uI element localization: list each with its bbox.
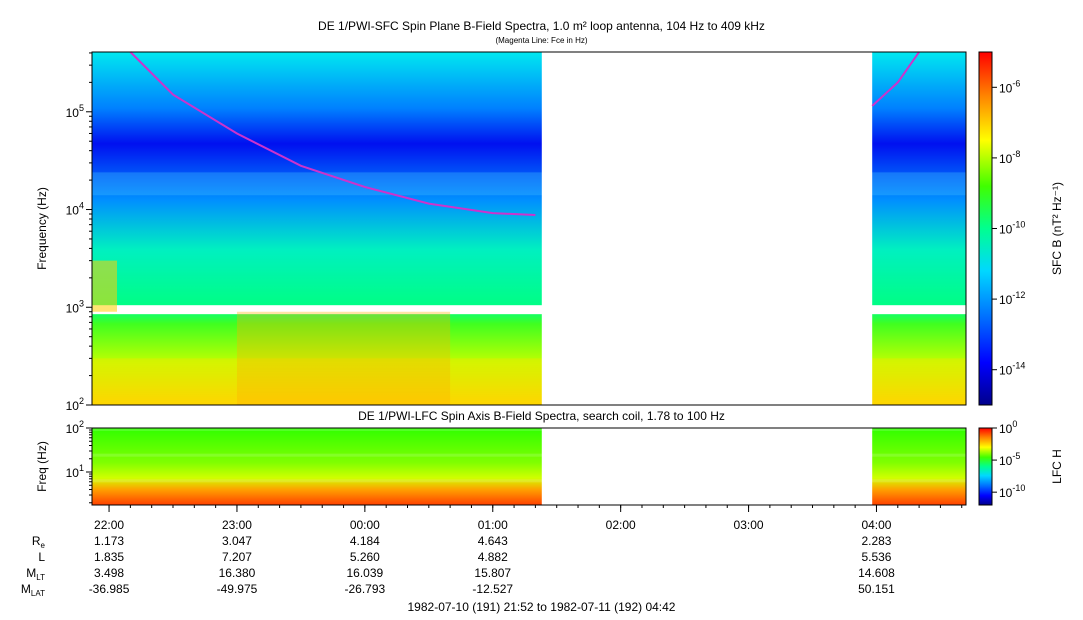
x-tick-label: 23:00	[222, 518, 252, 532]
y-tick-label: 105	[66, 103, 84, 120]
ephemeris-row-label: MLT	[26, 566, 45, 582]
colorbar-tick-label: 10-10	[999, 220, 1025, 237]
data-gap	[541, 427, 873, 506]
y-axis-label: Frequency (Hz)	[35, 187, 49, 270]
colorbar-scale	[978, 51, 993, 406]
fce-line	[871, 51, 920, 107]
chart-title-lfc: DE 1/PWI-LFC Spin Axis B-Field Spectra, …	[358, 409, 725, 423]
ephemeris-value: 1.173	[94, 534, 124, 548]
ephemeris-value: 50.151	[858, 582, 895, 596]
ephemeris-value: -26.793	[345, 582, 386, 596]
ephemeris-value: 16.380	[219, 566, 256, 580]
spectrum-band	[92, 453, 966, 457]
ephemeris-value: 1.835	[94, 550, 124, 564]
ephemeris-value: 5.536	[861, 550, 891, 564]
colorbar-tick-label: 10-10	[999, 483, 1025, 500]
plot-frame	[91, 51, 967, 406]
chart-title-sfc: DE 1/PWI-SFC Spin Plane B-Field Spectra,…	[318, 19, 765, 33]
chart-subtitle-sfc: (Magenta Line: Fce in Hz)	[495, 36, 588, 45]
fce-line	[129, 51, 536, 216]
y-axis-label: Freq (Hz)	[35, 441, 49, 492]
time-axis: 22:00 23:00 00:00 01:00 02:00 03:00 04:00	[94, 505, 963, 532]
lfc-colorbar: 100 10-5 10-10 LFC H	[978, 419, 1064, 506]
colorbar-label: SFC B (nT² Hz⁻¹)	[1050, 182, 1064, 275]
x-tick-label: 01:00	[478, 518, 508, 532]
y-tick-label: 101	[66, 463, 84, 480]
sfc-spectrogram-panel: 102 103 104 105 Frequency (Hz)	[35, 51, 967, 413]
colorbar-tick-label: 10-12	[999, 290, 1025, 307]
spectrum-band	[92, 305, 966, 315]
colorbar-label: LFC H	[1050, 449, 1064, 484]
ephemeris-value: -49.975	[217, 582, 258, 596]
y-tick-label: 104	[66, 201, 84, 218]
ephemeris-value: 4.643	[478, 534, 508, 548]
spectrum-band	[92, 479, 966, 483]
ephemeris-value: 4.882	[478, 550, 508, 564]
y-tick-label: 103	[66, 298, 84, 315]
x-tick-label: 02:00	[606, 518, 636, 532]
x-tick-label: 00:00	[350, 518, 380, 532]
x-tick-label: 03:00	[734, 518, 764, 532]
plot-frame	[91, 427, 967, 506]
footer-time-range: 1982-07-10 (191) 21:52 to 1982-07-11 (19…	[407, 600, 676, 614]
colorbar-tick-label: 10-5	[999, 451, 1020, 468]
emission-burst	[92, 260, 117, 312]
y-tick-label: 102	[66, 419, 84, 436]
x-tick-label: 22:00	[94, 518, 124, 532]
colorbar-tick-label: 10-14	[999, 361, 1025, 378]
ephemeris-value: 16.039	[347, 566, 384, 580]
ephemeris-value: 14.608	[858, 566, 895, 580]
ephemeris-row-label: L	[38, 550, 45, 564]
colorbar-tick-label: 100	[999, 419, 1017, 436]
ephemeris-value: 3.498	[94, 566, 124, 580]
sfc-colorbar: 10-6 10-8 10-10 10-12 10-14 SFC B (nT² Hz⁻¹)	[978, 51, 1064, 406]
ephemeris-value: 3.047	[222, 534, 252, 548]
ephemeris-value: 7.207	[222, 550, 252, 564]
ephemeris-value: 15.807	[474, 566, 511, 580]
ephemeris-value: -12.527	[472, 582, 513, 596]
emission-burst	[236, 311, 451, 405]
x-tick-label: 04:00	[861, 518, 891, 532]
ephemeris-value: -36.985	[89, 582, 130, 596]
ephemeris-value: 4.184	[350, 534, 380, 548]
ephemeris-row-label: Re	[32, 534, 46, 550]
colorbar-tick-label: 10-8	[999, 149, 1020, 166]
ephemeris-value: 5.260	[350, 550, 380, 564]
lfc-spectrogram-panel: 101 102 Freq (Hz)	[35, 419, 967, 506]
y-tick-label: 102	[66, 396, 84, 413]
colorbar-scale	[978, 427, 993, 506]
ephemeris-row-label: MLAT	[21, 582, 45, 598]
colorbar-tick-label: 10-6	[999, 78, 1020, 95]
spectrum-band	[92, 428, 966, 431]
data-gap	[541, 51, 873, 406]
ephemeris-value: 2.283	[861, 534, 891, 548]
